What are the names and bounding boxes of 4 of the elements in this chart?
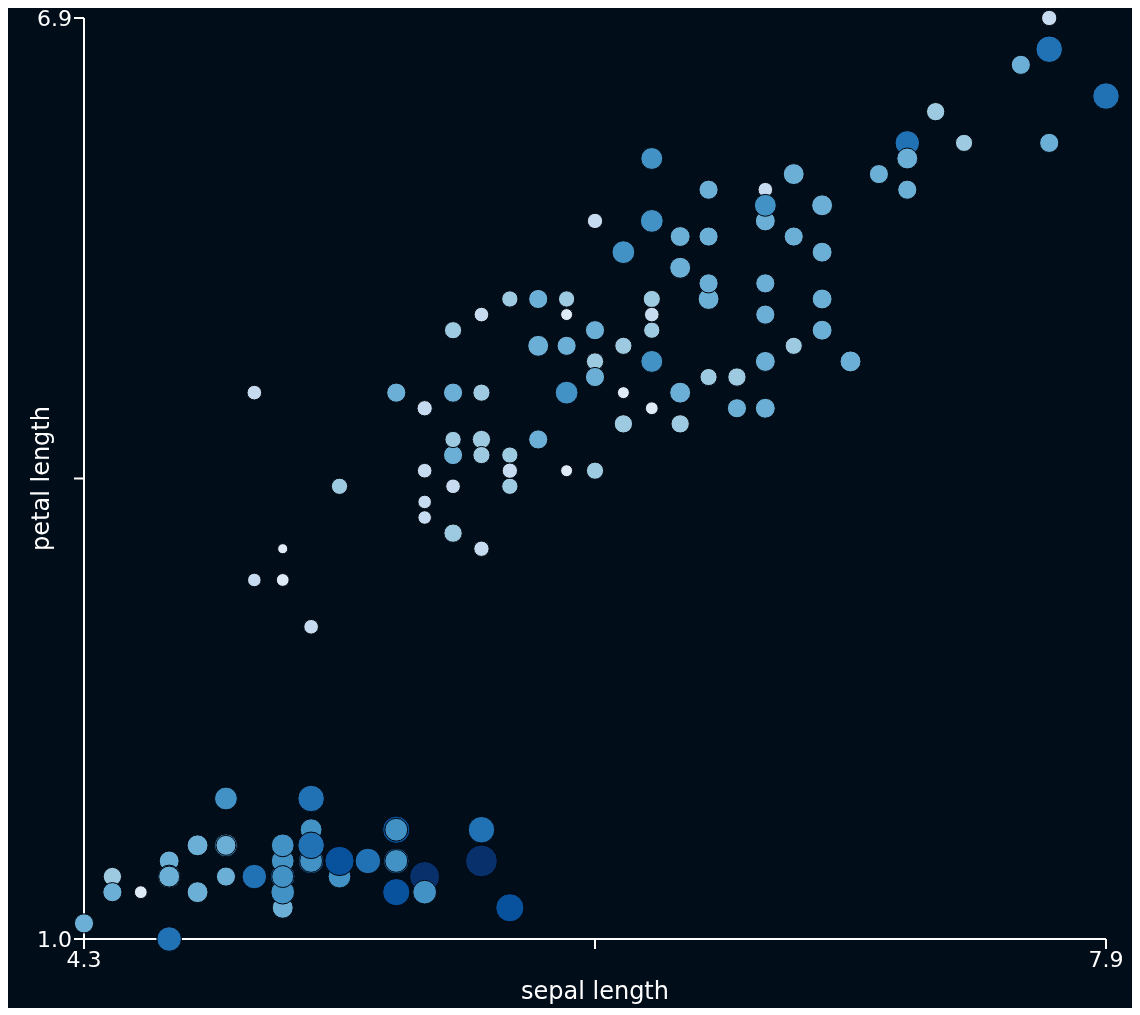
x-tick-label: 7.9 [1088, 946, 1124, 972]
y-axis-title: petal length [26, 406, 55, 551]
x-axis-title: sepal length [520, 977, 670, 1005]
y-tick-label: 6.9 [37, 5, 72, 31]
